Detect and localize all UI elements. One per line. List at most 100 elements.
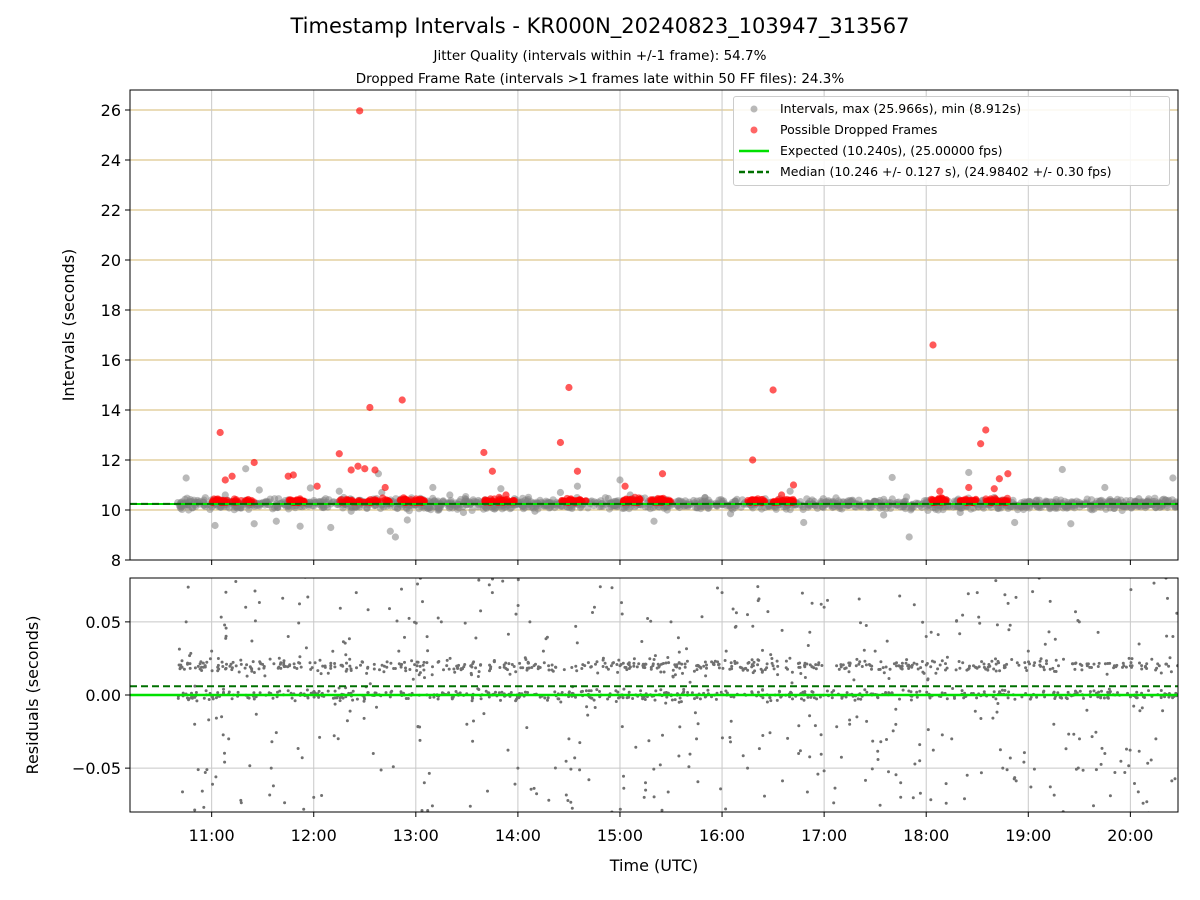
residual-point xyxy=(245,663,249,667)
residual-point xyxy=(603,661,607,665)
interval-point xyxy=(918,503,926,512)
x-tick-label: 15:00 xyxy=(597,826,643,845)
residual-point xyxy=(281,815,284,818)
residual-point xyxy=(965,668,969,672)
residual-point xyxy=(826,598,829,602)
residual-point xyxy=(1171,635,1175,638)
residual-point xyxy=(863,688,867,692)
residual-point xyxy=(245,674,249,678)
residual-point xyxy=(721,666,725,670)
residual-point xyxy=(1081,768,1085,772)
dropped-frame-point xyxy=(400,495,408,503)
residual-point xyxy=(977,615,981,619)
residual-point xyxy=(693,697,696,701)
residual-point xyxy=(482,712,486,716)
residual-point xyxy=(675,663,679,667)
residual-point xyxy=(870,767,874,771)
residual-point xyxy=(1105,672,1109,676)
residual-point xyxy=(182,667,186,671)
interval-point xyxy=(832,494,840,502)
residual-point xyxy=(410,659,414,663)
x-tick-label: 14:00 xyxy=(495,826,541,845)
residual-point xyxy=(901,688,905,692)
residual-point xyxy=(1108,794,1112,798)
residual-point xyxy=(574,695,577,699)
residual-point xyxy=(404,669,408,673)
residual-point xyxy=(995,623,999,627)
residual-point xyxy=(479,697,483,701)
interval-point xyxy=(497,485,505,493)
residual-point xyxy=(930,659,934,663)
residual-point xyxy=(399,665,403,669)
residual-point xyxy=(870,667,873,671)
residual-point xyxy=(375,705,378,709)
residual-point xyxy=(766,610,770,614)
residual-point xyxy=(729,719,733,723)
dropped-frame-point xyxy=(398,396,406,404)
residual-point xyxy=(224,634,228,638)
residual-point xyxy=(554,665,557,669)
residual-point xyxy=(697,664,701,668)
residual-point xyxy=(705,663,708,667)
residual-point xyxy=(665,695,669,699)
residual-point xyxy=(847,661,851,665)
residual-point xyxy=(617,696,620,700)
residual-point xyxy=(771,664,775,668)
residual-point xyxy=(706,688,710,692)
residual-point xyxy=(1054,658,1058,662)
residual-point xyxy=(695,668,699,672)
residual-point xyxy=(1005,662,1009,666)
residual-point xyxy=(546,696,550,700)
residual-point xyxy=(248,764,252,768)
residual-point xyxy=(447,691,451,695)
legend-label-intervals: Intervals, max (25.966s), min (8.912s) xyxy=(780,101,1022,116)
dropped-frame-point xyxy=(247,496,256,505)
residual-point xyxy=(746,668,750,672)
residual-point xyxy=(918,689,922,693)
residual-point xyxy=(1052,793,1056,797)
residual-point xyxy=(216,691,220,695)
interval-point xyxy=(901,505,910,513)
residual-point xyxy=(351,698,355,702)
residual-point xyxy=(643,698,647,701)
residual-point xyxy=(258,661,262,665)
residual-point xyxy=(319,672,323,676)
dropped-frame-point xyxy=(565,383,573,392)
residual-point xyxy=(702,664,706,668)
bottom-plot-area xyxy=(130,578,1178,818)
residual-point xyxy=(1005,768,1009,772)
residual-point xyxy=(855,715,859,719)
residual-point xyxy=(904,661,908,665)
residual-point xyxy=(1100,746,1104,750)
residual-point xyxy=(1000,688,1004,692)
residual-point xyxy=(510,663,514,666)
residual-point xyxy=(1066,690,1070,694)
x-tick-label: 20:00 xyxy=(1107,826,1153,845)
interval-point xyxy=(1009,496,1017,504)
dropped-frame-point xyxy=(381,483,389,492)
residual-point xyxy=(567,690,571,694)
residual-point xyxy=(1136,790,1140,794)
residual-point xyxy=(1138,709,1142,713)
residual-point xyxy=(228,664,232,668)
residual-point xyxy=(343,641,347,645)
residual-point xyxy=(789,690,793,694)
interval-point xyxy=(869,499,878,507)
residual-point xyxy=(526,661,530,665)
residual-point xyxy=(583,664,587,668)
residual-point xyxy=(292,662,296,666)
residual-point xyxy=(1114,665,1118,669)
dropped-frame-point xyxy=(621,482,629,490)
residual-point xyxy=(876,758,880,761)
residual-point xyxy=(1003,689,1007,692)
residual-point xyxy=(779,695,783,699)
residual-point xyxy=(418,738,422,742)
residual-point xyxy=(813,724,817,728)
residual-point xyxy=(306,696,310,700)
residual-point xyxy=(1064,747,1068,751)
residual-point xyxy=(184,620,188,624)
interval-point xyxy=(1063,504,1071,512)
residual-point xyxy=(404,666,407,670)
residual-point xyxy=(717,663,720,667)
dropped-frame-point xyxy=(626,496,634,504)
